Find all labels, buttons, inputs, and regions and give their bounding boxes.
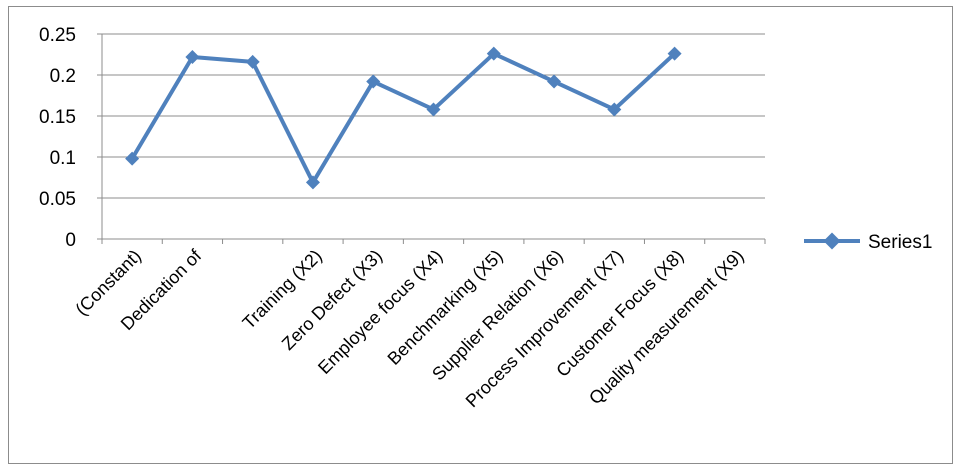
series-line — [130, 51, 676, 185]
data-point-marker — [667, 46, 682, 61]
legend-label-series1: Series1 — [868, 232, 932, 253]
data-point-marker — [426, 102, 441, 117]
data-point-marker — [547, 74, 562, 89]
y-tick-label: 0.15 — [39, 107, 76, 128]
data-point-marker — [125, 151, 140, 166]
gridlines — [102, 33, 765, 199]
chart-frame — [8, 6, 953, 464]
y-tick-label: 0.25 — [39, 25, 76, 46]
legend-marker — [823, 232, 841, 250]
y-tick-label: 0.2 — [50, 66, 76, 87]
data-point-marker — [305, 175, 320, 190]
legend: Series1 — [804, 232, 932, 253]
data-point-marker — [366, 74, 381, 89]
axes — [101, 34, 765, 240]
x-axis-ticks: (Constant)Dedication of Training (X2)Zero… — [71, 239, 766, 411]
data-point-marker — [607, 102, 622, 117]
x-tick-label: Benchmarking (X5) — [384, 246, 507, 369]
data-point-marker — [486, 46, 501, 61]
y-tick-label: 0 — [65, 230, 76, 251]
y-axis-ticks: 0 0.05 0.1 0.15 0.2 0.25 — [39, 25, 102, 251]
data-point-marker — [185, 49, 200, 64]
series-group — [125, 46, 682, 190]
data-point-marker — [245, 54, 260, 69]
y-tick-label: 0.05 — [39, 189, 76, 210]
y-tick-label: 0.1 — [50, 148, 76, 169]
